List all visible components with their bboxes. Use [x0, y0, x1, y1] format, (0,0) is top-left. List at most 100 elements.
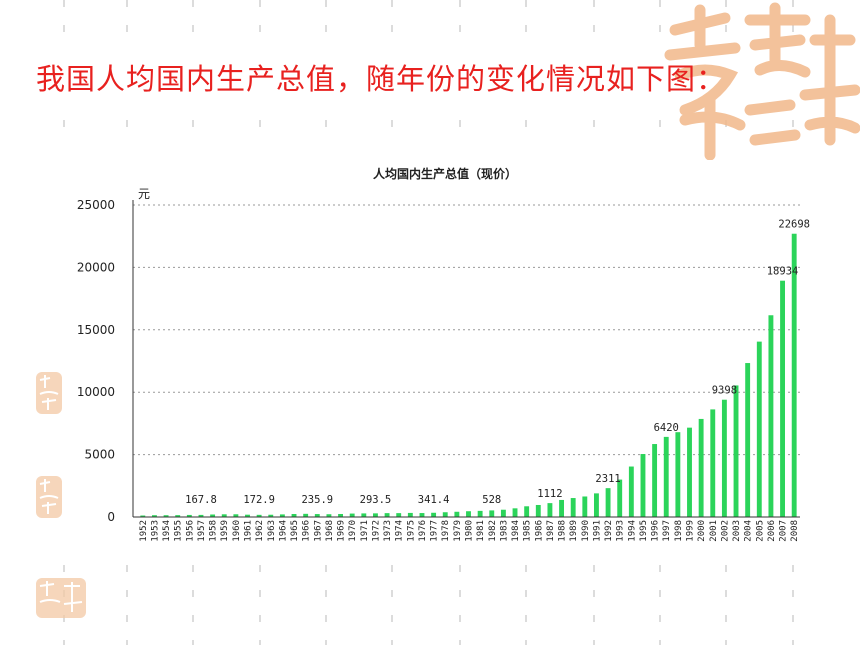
- bar: [756, 341, 762, 517]
- x-tick-label: 1982: [488, 520, 498, 542]
- bar: [256, 514, 262, 517]
- x-tick-label: 1983: [499, 520, 509, 542]
- bar: [245, 514, 250, 517]
- x-tick-label: 1964: [278, 520, 288, 542]
- bar: [419, 513, 425, 517]
- y-axis-ticks: 0 5000 10000 15000 20000 25000: [77, 198, 115, 524]
- x-tick-label: 1986: [534, 520, 544, 542]
- x-tick-label: 1984: [511, 520, 521, 542]
- x-tick-label: 1993: [616, 520, 626, 542]
- bar: [640, 454, 646, 517]
- x-tick-label: 2000: [697, 520, 707, 542]
- bar: [721, 399, 727, 517]
- x-tick-label: 2006: [767, 520, 777, 542]
- bar: [198, 514, 204, 517]
- bar: [442, 512, 448, 517]
- gridlines: [133, 204, 800, 456]
- bar: [291, 514, 297, 517]
- bar: [547, 503, 553, 517]
- x-tick-label: 1963: [267, 520, 277, 542]
- data-label: 6420: [654, 422, 679, 434]
- y-tick-label: 5000: [84, 448, 115, 462]
- x-tick-label: 1973: [383, 520, 393, 542]
- bar: [582, 496, 588, 517]
- bar: [524, 506, 530, 517]
- x-tick-label: 1958: [209, 520, 219, 542]
- y-tick-label: 20000: [77, 260, 115, 274]
- bar: [710, 409, 716, 517]
- y-tick-label: 10000: [77, 385, 115, 399]
- x-tick-label: 1985: [523, 520, 533, 542]
- x-tick-label: 1998: [674, 520, 684, 542]
- x-axis-ticks: 1952 1953 1954 1955 1956 1957 1958 1959 1960 1961…: [139, 520, 800, 542]
- bar: [279, 514, 285, 517]
- x-tick-label: 2008: [790, 520, 800, 542]
- x-tick-label: 1994: [627, 520, 637, 542]
- bar: [152, 515, 157, 517]
- bar: [373, 513, 378, 517]
- bar: [687, 427, 692, 517]
- bar: [314, 514, 320, 517]
- bar: [466, 511, 471, 517]
- bar: [163, 515, 169, 517]
- x-tick-label: 1971: [360, 520, 370, 542]
- bar: [663, 436, 669, 517]
- bar: [570, 498, 576, 517]
- y-tick-label: 15000: [77, 323, 115, 337]
- x-tick-label: 1956: [185, 520, 195, 542]
- x-tick-label: 1954: [162, 520, 172, 542]
- data-label: 528: [482, 494, 501, 506]
- decorative-seal-large: [655, 0, 860, 160]
- bar: [349, 513, 355, 517]
- x-tick-label: 1965: [290, 520, 300, 542]
- data-label: 2311: [595, 473, 620, 485]
- bar: [338, 513, 343, 517]
- y-tick-label: 25000: [77, 198, 115, 212]
- bar: [477, 510, 483, 517]
- x-tick-label: 2002: [720, 520, 730, 542]
- x-tick-label: 1987: [546, 520, 556, 542]
- bar: [384, 513, 390, 517]
- data-label: 167.8: [185, 494, 217, 506]
- x-tick-label: 1981: [476, 520, 486, 542]
- bar: [628, 466, 634, 517]
- bar: [407, 512, 413, 517]
- decorative-seal-2: [36, 476, 62, 518]
- bar: [431, 512, 437, 517]
- bar: [303, 513, 309, 517]
- bar: [535, 504, 541, 517]
- x-tick-label: 1972: [371, 520, 381, 542]
- x-tick-label: 1989: [569, 520, 579, 542]
- bar: [698, 418, 704, 517]
- x-tick-label: 1970: [348, 520, 358, 542]
- x-tick-label: 1968: [325, 520, 335, 542]
- bar: [559, 499, 564, 517]
- bar: [768, 315, 774, 517]
- bar: [268, 514, 274, 517]
- bar: [500, 509, 506, 517]
- x-tick-label: 2004: [744, 520, 754, 542]
- data-label: 18934: [767, 266, 799, 278]
- x-tick-label: 2001: [709, 520, 719, 542]
- x-tick-label: 1997: [662, 520, 672, 542]
- y-axis-unit: 元: [138, 187, 150, 201]
- x-tick-label: 1952: [139, 520, 149, 542]
- bar: [186, 514, 192, 517]
- data-label: 172.9: [243, 494, 275, 506]
- bar: [733, 385, 739, 517]
- x-tick-label: 1960: [232, 520, 242, 542]
- bar: [745, 363, 751, 517]
- x-tick-label: 1988: [558, 520, 568, 542]
- x-tick-label: 2003: [732, 520, 742, 542]
- bar: [780, 280, 785, 517]
- x-tick-label: 1996: [651, 520, 661, 542]
- x-tick-label: 1980: [465, 520, 475, 542]
- page-heading: 我国人均国内生产总值，随年份的变化情况如下图：: [36, 62, 727, 96]
- data-labels: 167.8 172.9 235.9 293.5 341.4 528 1112 2311 6420…: [185, 219, 810, 506]
- x-tick-label: 2007: [779, 520, 789, 542]
- bar: [791, 233, 797, 518]
- bar: [326, 514, 332, 517]
- data-label: 1112: [537, 488, 562, 500]
- x-tick-label: 1979: [453, 520, 463, 542]
- x-tick-label: 1978: [441, 520, 451, 542]
